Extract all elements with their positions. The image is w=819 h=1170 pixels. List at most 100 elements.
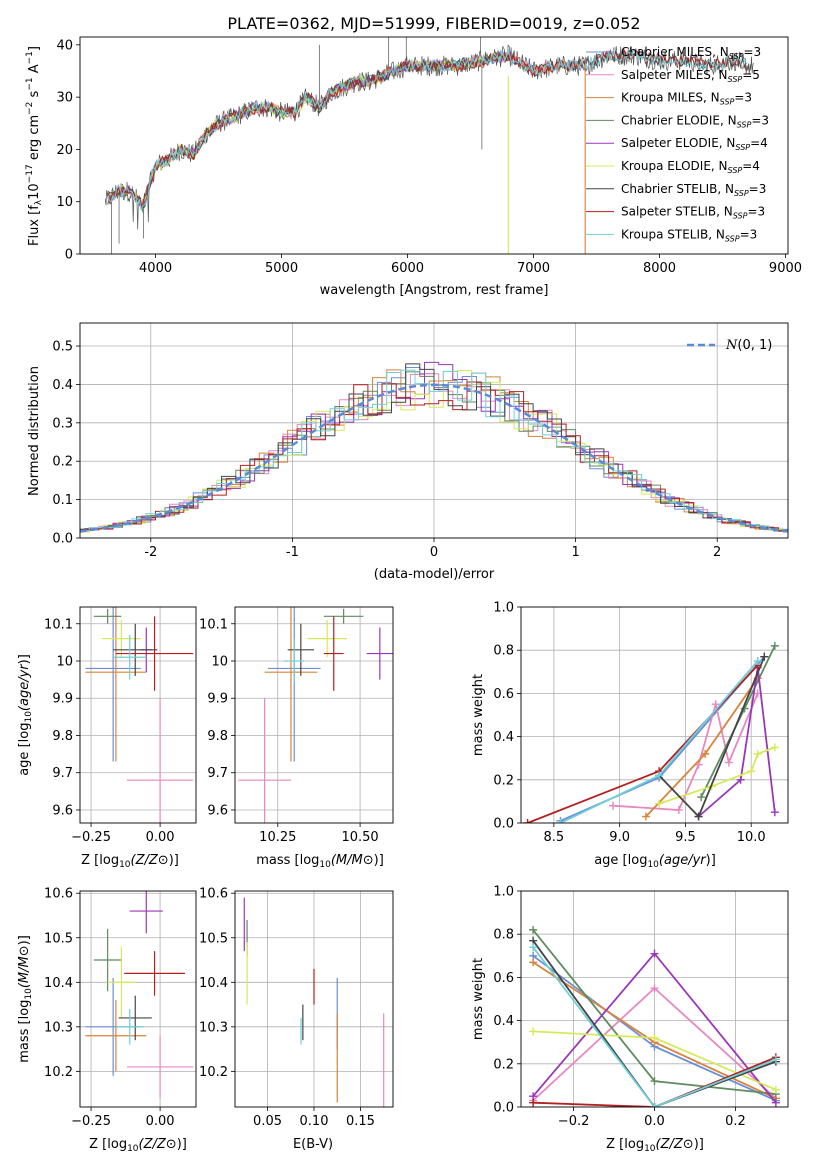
figure-title: PLATE=0362, MJD=51999, FIBERID=0019, z=0… — [227, 14, 640, 33]
mass-weight-point — [650, 949, 659, 958]
x-tick-label: 0.2 — [725, 1114, 746, 1129]
y-tick-label: 0.3 — [52, 416, 73, 431]
y-tick-label: 0.8 — [493, 644, 514, 659]
residual-histogram-series — [80, 369, 788, 532]
x-tick-label: 0.15 — [346, 1114, 375, 1129]
y-axis-label: Normed distribution — [27, 366, 42, 496]
y-tick-label: 0 — [65, 248, 73, 263]
y-tick-label: 9.8 — [52, 729, 73, 744]
y-axis-label: mass [log10(M/M⊙)] — [17, 935, 34, 1063]
model-spectrum — [107, 52, 509, 209]
y-tick-label: 0.2 — [52, 455, 73, 470]
x-tick-label: 7000 — [517, 261, 550, 276]
y-tick-label: 9.6 — [207, 803, 228, 818]
x-tick-label: 8000 — [643, 261, 676, 276]
y-tick-label: 9.6 — [52, 803, 73, 818]
mass-weight-point — [736, 775, 745, 784]
x-tick-label: 6000 — [391, 261, 424, 276]
mass-weight-line — [560, 656, 765, 822]
x-tick-label: -1 — [286, 545, 299, 560]
x-tick-label: 0.05 — [253, 1114, 282, 1129]
mass-weight-line — [527, 664, 759, 823]
legend-label: Kroupa ELODIE, NSSP=4 — [621, 159, 760, 175]
y-tick-label: 0.2 — [493, 773, 514, 788]
mass-weight-point — [697, 793, 706, 802]
legend-label: Salpeter MILES, NSSP=5 — [621, 68, 760, 84]
y-tick-label: 0.1 — [52, 493, 73, 508]
mass-weight-point — [770, 743, 779, 752]
mass-weight-point — [771, 1055, 780, 1064]
model-spectrum — [107, 51, 585, 208]
y-tick-label: 10 — [211, 655, 228, 670]
mass-vs-Z-plot — [80, 891, 196, 1107]
y-axis-label: mass weight — [471, 674, 486, 756]
x-tick-label: 0 — [430, 545, 438, 560]
age-vs-Z-axes: −0.25 0.00 9.6 9.7 9.8 9.9 10 10.1 Z [log10(Z/Z⊙… — [17, 606, 197, 870]
legend-label: Salpeter ELODIE, NSSP=4 — [621, 136, 768, 152]
mass-weight-point — [753, 657, 762, 665]
mass-weight-point — [771, 1098, 780, 1107]
mass-vs-Z-axes: −0.25 0.00 10.2 10.3 10.4 10.5 10.6 Z [log10(Z/… — [17, 887, 197, 1154]
axes-frame — [79, 36, 789, 255]
y-tick-label: 10 — [56, 195, 73, 210]
y-tick-label: 0.6 — [493, 971, 514, 986]
y-tick-label: 10.6 — [44, 887, 73, 902]
mass-weight-line — [532, 946, 777, 1107]
spectrum-plot — [104, 37, 754, 254]
residual-histogram-axes: -2 -1 0 1 2 0.0 0.1 0.2 0.3 0.4 0.5 N(0, 1) (data-mo… — [27, 322, 789, 582]
x-tick-label: 10.50 — [341, 830, 378, 845]
legend-label: Kroupa STELIB, NSSP=3 — [621, 227, 757, 243]
mass-weight-point — [747, 767, 756, 776]
mass-weight-point — [523, 819, 532, 823]
x-axis-label: age [log10(age/yr)] — [594, 853, 716, 870]
x-tick-label: 1 — [571, 545, 579, 560]
residual-histogram-series — [80, 363, 788, 533]
residual-histogram-plot — [80, 323, 788, 538]
y-tick-label: 10.1 — [199, 617, 228, 632]
legend-label: Kroupa MILES, NSSP=3 — [621, 91, 752, 107]
y-tick-label: 0.5 — [52, 340, 73, 355]
mass-weight-vs-age-axes: 8.5 9.0 9.5 10.0 0.0 0.2 0.4 0.6 0.8 1.0 age [log1… — [471, 601, 789, 870]
x-tick-label: 8.5 — [544, 830, 565, 845]
y-tick-label: 10.2 — [44, 1065, 73, 1080]
legend-label: Chabrier ELODIE, NSSP=3 — [621, 113, 769, 129]
axes-frame — [234, 606, 394, 824]
y-tick-label: 9.8 — [207, 729, 228, 744]
y-tick-label: 30 — [56, 91, 73, 106]
x-tick-label: −0.25 — [71, 1114, 111, 1129]
x-axis-label: Z [log10(Z/Z⊙)] — [89, 1137, 187, 1154]
mass-weight-line — [532, 940, 777, 1107]
mass-weight-point — [529, 1027, 538, 1036]
mass-weight-point — [711, 700, 720, 709]
y-tick-label: 0.8 — [493, 928, 514, 943]
mass-weight-point — [753, 749, 762, 758]
x-tick-label: 0.10 — [300, 1114, 329, 1129]
y-tick-label: 10 — [56, 655, 73, 670]
y-tick-label: 10.1 — [44, 617, 73, 632]
mass-weight-point — [701, 749, 710, 758]
y-tick-label: 0.4 — [493, 730, 514, 745]
mass-weight-point — [650, 1077, 659, 1086]
mass-weight-point — [641, 812, 650, 821]
spectrum-axes: 4000 5000 6000 7000 8000 9000 0 10 20 30 40 Chabrie… — [25, 36, 802, 298]
residual-histogram-series — [80, 381, 788, 532]
x-tick-label: 10.0 — [737, 830, 766, 845]
y-tick-label: 10.3 — [199, 1020, 228, 1035]
y-tick-label: 10.2 — [199, 1065, 228, 1080]
axes-frame — [234, 890, 394, 1108]
age-vs-Z-plot — [80, 607, 196, 823]
x-tick-label: 10.25 — [259, 830, 296, 845]
model-spectrum — [107, 50, 509, 207]
x-tick-label: 0.0 — [644, 1114, 665, 1129]
y-axis-label: Flux [fλ10−17 erg cm−2 s−1 A−1] — [25, 46, 44, 246]
axes-frame — [520, 606, 789, 824]
y-tick-label: 10.5 — [44, 931, 73, 946]
model-spectrum — [107, 49, 585, 214]
mass-weight-point — [724, 758, 733, 767]
y-tick-label: 0.6 — [493, 687, 514, 702]
mass-weight-vs-Z-plot — [521, 891, 788, 1107]
mass-weight-point — [556, 819, 565, 823]
x-tick-label: 0.00 — [146, 830, 175, 845]
mass-weight-point — [650, 984, 659, 993]
